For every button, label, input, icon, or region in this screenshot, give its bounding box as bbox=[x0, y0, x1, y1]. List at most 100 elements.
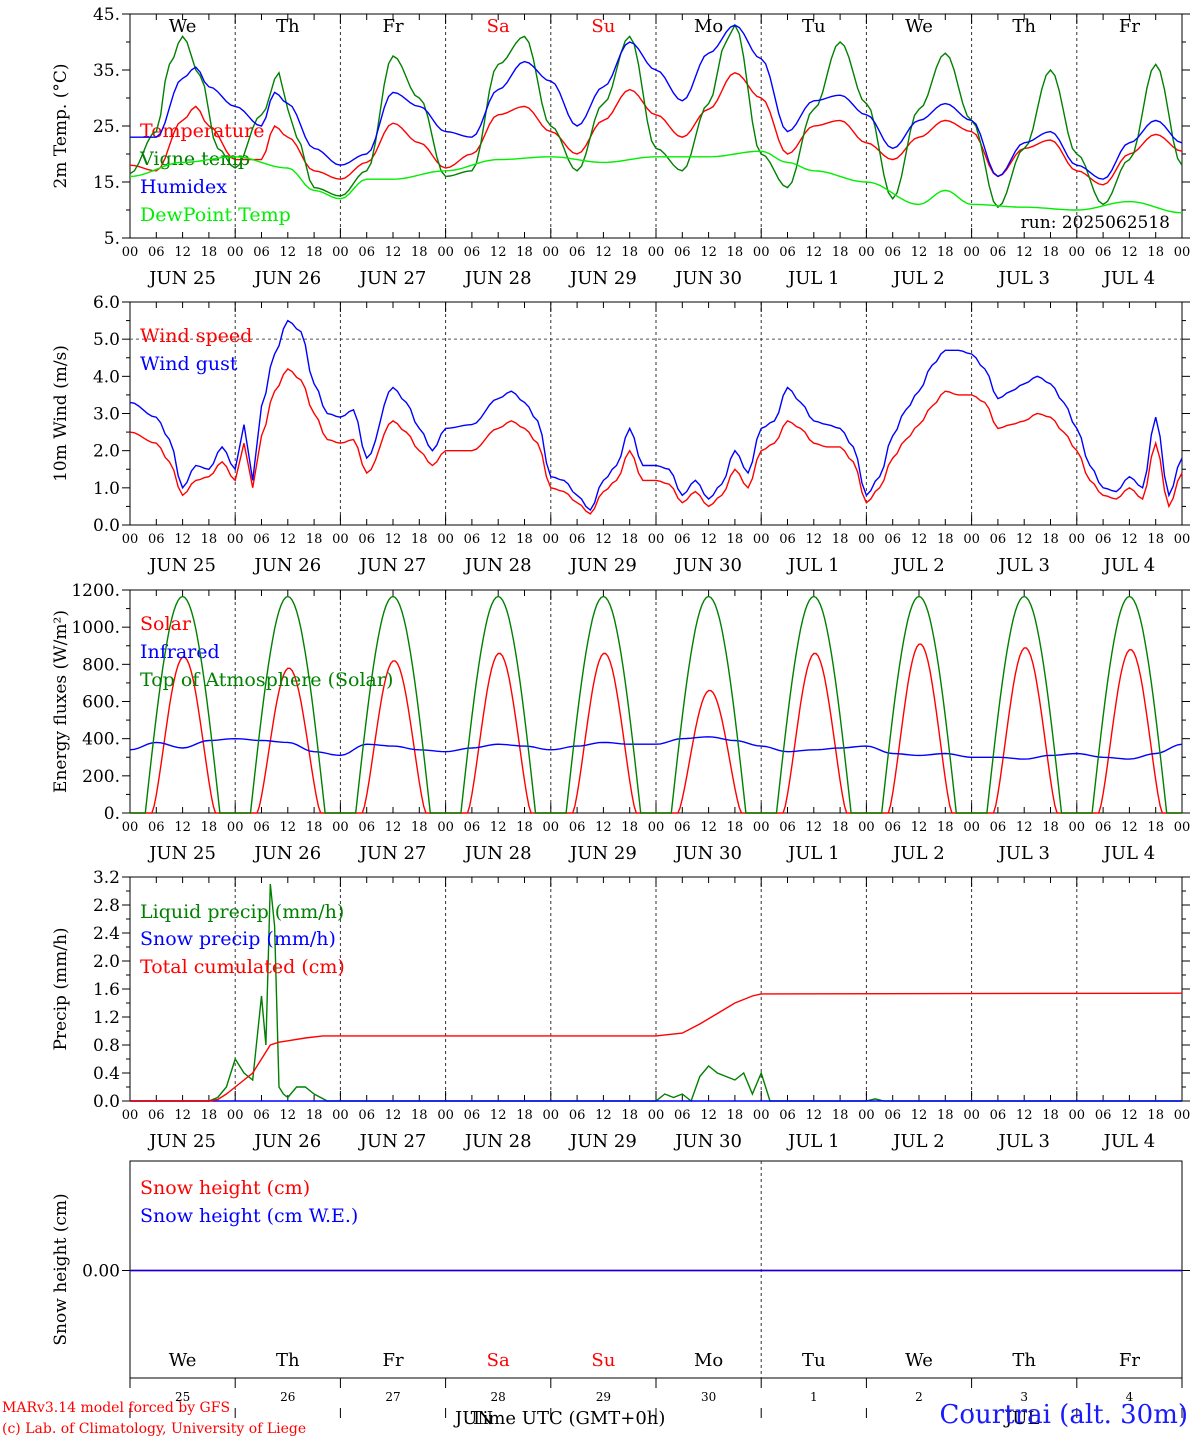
y-tick-label: 25. bbox=[93, 117, 120, 137]
hour-tick-label: 00 bbox=[858, 820, 875, 835]
hour-tick-label: 12 bbox=[700, 1108, 717, 1123]
hour-tick-label: 06 bbox=[148, 532, 165, 547]
hour-tick-label: 06 bbox=[674, 532, 691, 547]
hour-tick-label: 00 bbox=[437, 820, 454, 835]
hour-tick-label: 18 bbox=[1042, 245, 1059, 260]
day-number-label: 1 bbox=[810, 1390, 818, 1404]
series-wind-speed bbox=[129, 367, 1183, 515]
hour-tick-label: 06 bbox=[148, 1108, 165, 1123]
weekday-label: We bbox=[169, 1350, 197, 1371]
hour-tick-label: 06 bbox=[358, 820, 375, 835]
hour-tick-label: 18 bbox=[621, 532, 638, 547]
legend-solar: Solar bbox=[140, 613, 192, 635]
hour-tick-label: 00 bbox=[543, 820, 560, 835]
hour-tick-label: 12 bbox=[595, 1108, 612, 1123]
panel-4-ylabel: Precip (mm/h) bbox=[51, 927, 71, 1050]
weekday-label: We bbox=[905, 16, 933, 37]
station-name: Courtrai (alt. 30m) bbox=[939, 1400, 1189, 1430]
y-tick-label: 400. bbox=[82, 730, 120, 750]
y-tick-label: 3.2 bbox=[93, 868, 120, 888]
weekday-label: Su bbox=[591, 16, 615, 37]
date-label: JUN 26 bbox=[252, 268, 321, 289]
hour-tick-label: 06 bbox=[674, 820, 691, 835]
series-vigne-temp bbox=[129, 23, 1183, 209]
day-number-label: 26 bbox=[280, 1390, 295, 1404]
hour-tick-label: 18 bbox=[1147, 532, 1164, 547]
y-tick-label: 0.0 bbox=[93, 1092, 120, 1112]
panel-1-ylabel: 2m Temp. (°C) bbox=[51, 63, 71, 188]
weekday-label: Sa bbox=[487, 1350, 510, 1371]
hour-tick-label: 12 bbox=[806, 532, 823, 547]
date-label: JUL 2 bbox=[891, 555, 945, 576]
day-number-label: 29 bbox=[596, 1390, 611, 1404]
legend-snow-height-cm-w-e: Snow height (cm W.E.) bbox=[140, 1205, 358, 1227]
hour-tick-label: 12 bbox=[806, 820, 823, 835]
date-label: JUN 30 bbox=[673, 843, 742, 864]
hour-tick-label: 18 bbox=[727, 532, 744, 547]
date-label: JUN 25 bbox=[147, 555, 216, 576]
hour-tick-label: 12 bbox=[174, 1108, 191, 1123]
hour-tick-label: 06 bbox=[779, 245, 796, 260]
hour-tick-label: 18 bbox=[516, 1108, 533, 1123]
hour-tick-label: 18 bbox=[411, 820, 428, 835]
y-tick-label: 1.6 bbox=[93, 980, 120, 1000]
hour-tick-label: 06 bbox=[990, 1108, 1007, 1123]
date-label: JUL 4 bbox=[1102, 1131, 1156, 1152]
month-label-left: JUN bbox=[453, 1408, 493, 1429]
date-label: JUN 30 bbox=[673, 1131, 742, 1152]
date-label: JUN 25 bbox=[147, 268, 216, 289]
hour-tick-label: 06 bbox=[779, 532, 796, 547]
hour-tick-label: 00 bbox=[543, 1108, 560, 1123]
series-total-cumulated-cm bbox=[130, 992, 1183, 1102]
hour-tick-label: 18 bbox=[411, 1108, 428, 1123]
hour-tick-label: 00 bbox=[543, 245, 560, 260]
hour-tick-label: 00 bbox=[858, 245, 875, 260]
hour-tick-label: 06 bbox=[464, 1108, 481, 1123]
day-number-label: 2 bbox=[915, 1390, 923, 1404]
hour-tick-label: 18 bbox=[516, 820, 533, 835]
panel-2-ylabel: 10m Wind (m/s) bbox=[51, 345, 71, 482]
weekday-label: Tu bbox=[802, 1350, 826, 1371]
y-tick-label: 2.4 bbox=[93, 924, 120, 944]
date-label: JUL 1 bbox=[786, 1131, 840, 1152]
hour-tick-label: 18 bbox=[1147, 245, 1164, 260]
hour-tick-label: 12 bbox=[911, 1108, 928, 1123]
y-tick-label: 0. bbox=[104, 804, 120, 824]
date-label: JUN 27 bbox=[358, 268, 427, 289]
y-tick-label: 4.0 bbox=[93, 367, 120, 387]
weekday-label: We bbox=[169, 16, 197, 37]
y-tick-label: 1.0 bbox=[93, 479, 120, 499]
hour-tick-label: 06 bbox=[253, 1108, 270, 1123]
hour-tick-label: 06 bbox=[569, 1108, 586, 1123]
hour-tick-label: 00 bbox=[332, 820, 349, 835]
hour-tick-label: 18 bbox=[727, 245, 744, 260]
date-label: JUL 3 bbox=[996, 555, 1050, 576]
date-label: JUL 4 bbox=[1102, 843, 1156, 864]
hour-tick-label: 06 bbox=[148, 820, 165, 835]
y-tick-label: 200. bbox=[82, 767, 120, 787]
hour-tick-label: 12 bbox=[490, 245, 507, 260]
hour-tick-label: 06 bbox=[990, 820, 1007, 835]
hour-tick-label: 00 bbox=[227, 532, 244, 547]
hour-tick-label: 00 bbox=[1174, 820, 1191, 835]
legend-liquid-precip-mm-h: Liquid precip (mm/h) bbox=[140, 901, 344, 923]
hour-tick-label: 00 bbox=[648, 532, 665, 547]
hour-tick-label: 06 bbox=[779, 820, 796, 835]
y-tick-label: 800. bbox=[82, 655, 120, 675]
weekday-label: Fr bbox=[1119, 1350, 1140, 1371]
hour-tick-label: 12 bbox=[700, 245, 717, 260]
hour-tick-label: 12 bbox=[174, 245, 191, 260]
legend-snow-height-cm: Snow height (cm) bbox=[140, 1177, 310, 1199]
hour-tick-label: 00 bbox=[1069, 820, 1086, 835]
date-label: JUN 25 bbox=[147, 843, 216, 864]
hour-tick-label: 18 bbox=[306, 1108, 323, 1123]
hour-tick-label: 06 bbox=[674, 1108, 691, 1123]
date-label: JUL 2 bbox=[891, 268, 945, 289]
y-tick-label: 5.0 bbox=[93, 330, 120, 350]
hour-tick-label: 00 bbox=[122, 1108, 139, 1123]
series-wind-gust bbox=[129, 319, 1183, 512]
model-credit: MARv3.14 model forced by GFS bbox=[2, 1400, 231, 1416]
hour-tick-label: 18 bbox=[937, 1108, 954, 1123]
hour-tick-label: 18 bbox=[411, 245, 428, 260]
